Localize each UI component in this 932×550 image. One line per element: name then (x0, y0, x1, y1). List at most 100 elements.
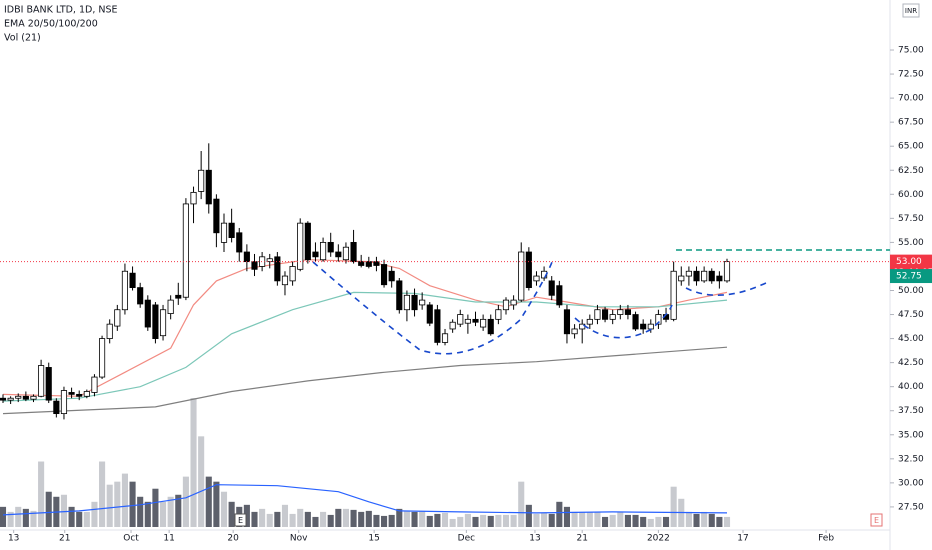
currency: INR (905, 7, 917, 15)
candle-body (640, 323, 647, 330)
volume-bar (76, 511, 83, 527)
candle-body (441, 333, 449, 343)
candle-body (647, 323, 654, 330)
earnings-marker[interactable]: E (874, 516, 879, 525)
y-tick-label: 45.00 (898, 334, 924, 344)
volume-bar (533, 513, 540, 527)
volume-bar (121, 473, 128, 527)
candle-body (220, 222, 228, 243)
candle-body (571, 328, 578, 335)
volume-bar (38, 461, 45, 527)
volume-bar (457, 516, 464, 527)
volume-bar (609, 514, 616, 527)
candle-body (266, 258, 273, 263)
candle-body (274, 256, 281, 282)
candle-body (60, 390, 68, 415)
y-tick-label: 35.00 (898, 430, 924, 440)
volume-bar (411, 511, 418, 527)
candle-body (373, 261, 380, 266)
candle-body (251, 261, 258, 270)
ema-label: 52.75 (896, 272, 922, 282)
candle-body (723, 261, 731, 282)
candle-body (426, 304, 433, 324)
indicator-line (2, 259, 728, 397)
candle-body (510, 299, 517, 306)
candle-body (45, 367, 52, 401)
volume-bar (358, 511, 365, 527)
candle-body (525, 251, 532, 289)
volume-bar (114, 481, 121, 527)
candle-body (121, 270, 129, 311)
candle-body (701, 270, 708, 282)
candle-body (624, 309, 631, 315)
candle-body (83, 391, 90, 397)
y-tick-label: 70.00 (898, 94, 924, 104)
candle-body (487, 318, 494, 335)
x-tick-label: 21 (576, 534, 587, 544)
volume-bar (68, 506, 75, 527)
x-tick-label: 11 (163, 534, 174, 544)
last-price-label: 53.00 (896, 257, 922, 267)
candle-body (594, 309, 601, 320)
candle-body (289, 266, 296, 282)
currency-box (902, 3, 920, 18)
earnings-box[interactable] (870, 513, 883, 527)
candle-body (472, 318, 479, 323)
volume-bar (594, 511, 601, 527)
volume-bar (480, 514, 487, 527)
y-tick-label: 32.50 (898, 454, 924, 464)
candle-body (15, 395, 22, 399)
volume-bar (640, 516, 647, 527)
volume-bar (487, 515, 494, 527)
x-tick-label: 13 (8, 534, 19, 544)
volume-bar (137, 496, 144, 527)
y-tick-label: 30.00 (898, 478, 924, 488)
chart-title: IDBI BANK LTD, 1D, NSE (4, 5, 118, 16)
indicator-line (2, 484, 728, 516)
volume-bar (434, 513, 441, 527)
x-tick-label: 15 (368, 534, 379, 544)
volume-bar (685, 511, 692, 527)
candle-body (99, 338, 106, 378)
candle-body (563, 309, 571, 335)
candle-body (716, 275, 723, 282)
volume-bar (259, 508, 266, 527)
candle-body (236, 232, 243, 253)
volume-bar (281, 504, 289, 527)
volume-bar (556, 501, 563, 527)
volume-bar (320, 511, 327, 527)
volume-bar (602, 516, 609, 527)
candle-body (449, 321, 456, 330)
candle-body (320, 241, 327, 261)
earnings-box[interactable] (234, 513, 247, 527)
volume-bar (647, 518, 654, 527)
volume-bar (106, 484, 113, 527)
candle-body (144, 299, 151, 328)
y-tick-label: 37.50 (898, 406, 924, 416)
candle-body (678, 275, 685, 282)
volume-bar (541, 512, 548, 527)
volume-bar (198, 436, 205, 527)
earnings-marker[interactable]: E (238, 516, 243, 525)
volume-bar (342, 508, 349, 527)
candle-body (632, 314, 639, 330)
candle-body (259, 256, 266, 267)
volume-bar (525, 504, 532, 527)
y-tick-label: 67.50 (898, 118, 924, 128)
volume-bar (190, 398, 197, 527)
volume-bar (632, 514, 639, 527)
candle-body (342, 246, 350, 261)
candle-body (358, 261, 365, 266)
candle-body (167, 299, 174, 314)
volume-bar (365, 510, 372, 527)
candle-body (518, 251, 525, 301)
candle-body (396, 280, 403, 311)
volume-bar (182, 476, 189, 527)
y-tick-label: 72.50 (898, 70, 924, 80)
volume-bar (495, 514, 502, 527)
volume-bar (510, 514, 517, 527)
candle-body (304, 222, 311, 261)
volume-bar (723, 516, 731, 527)
candle-body (30, 395, 37, 400)
